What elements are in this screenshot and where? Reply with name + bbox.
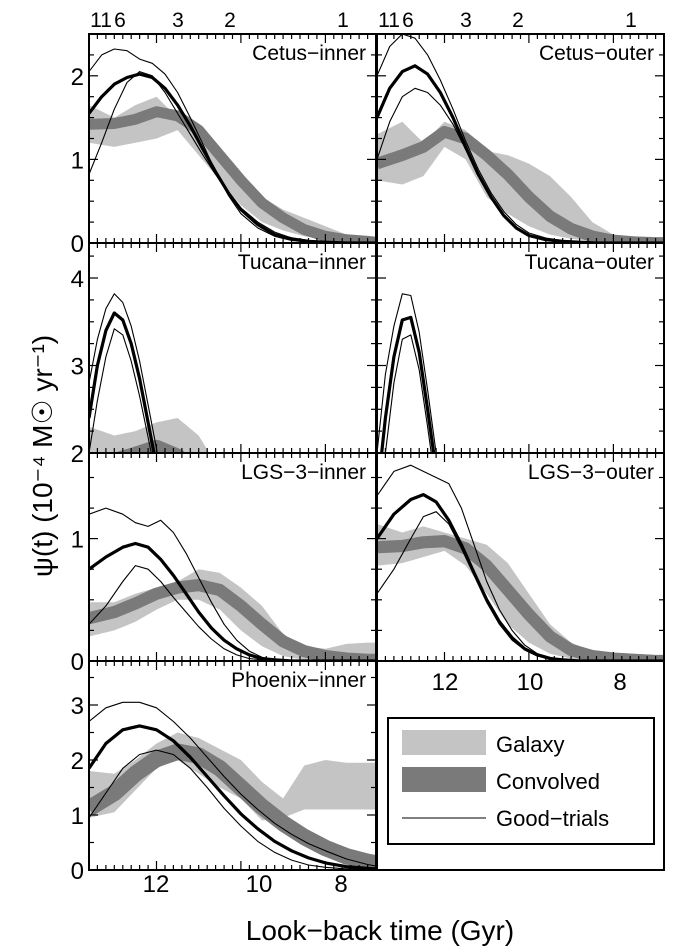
good-trial-upper-line (377, 34, 664, 243)
plot-area (89, 507, 376, 661)
good-trial-lower-line (89, 565, 376, 661)
panel-title: Tucana−inner (238, 251, 366, 274)
bottom-axis-labels: 12 10 8 12 10 8 (143, 669, 627, 898)
y-tick-label: 3 (71, 693, 84, 720)
best-fit-line (89, 72, 376, 243)
x-tick-label: 8 (613, 669, 626, 696)
y-tick-label: 1 (71, 527, 84, 554)
panel-5: LGS−3−outer (376, 452, 665, 662)
good-trial-lower-line (384, 334, 432, 453)
top-tick-label: 6 (114, 9, 126, 32)
panel-4: LGS−3−inner 0 1 (71, 452, 377, 676)
plot-area (377, 464, 664, 661)
plot-area (377, 34, 664, 243)
good-trial-upper-line (377, 293, 437, 453)
panel-title: Phoenix−inner (231, 669, 366, 692)
x-axis-label: Look−back time (Gyr) (246, 915, 514, 946)
top-axis: 11 6 3 2 1 11 6 3 2 1 (90, 9, 637, 32)
y-tick-label: 2 (71, 441, 84, 468)
convolved-band (89, 579, 376, 661)
x-tick-label: 8 (334, 871, 347, 898)
best-fit-line (89, 724, 376, 870)
galaxy-band (377, 524, 664, 661)
panel-0: Cetus−inner 0 1 2 (71, 33, 377, 258)
convolved-band (89, 106, 376, 243)
good-trial-lower-line (377, 511, 664, 661)
panel-frame (88, 452, 377, 662)
top-tick-label: 2 (224, 9, 236, 32)
y-tick-label: 0 (71, 858, 84, 885)
y-tick-label: 0 (71, 649, 84, 676)
legend-label-convolved: Convolved (496, 769, 600, 794)
top-tick-label: 3 (172, 9, 184, 32)
best-fit-line (377, 493, 664, 661)
panel-1: Cetus−outer (376, 33, 665, 244)
top-tick-label: 1 (337, 9, 349, 32)
good-trial-lower-line (89, 749, 376, 870)
y-tick-label: 1 (71, 147, 84, 174)
best-fit-line (89, 311, 156, 453)
y-tick-label: 1 (71, 803, 84, 830)
top-tick-label: 11 (378, 9, 400, 32)
panel-3: Tucana−outer (376, 242, 665, 454)
y-tick-label: 2 (71, 64, 84, 91)
x-tick-label: 10 (517, 669, 544, 696)
good-trial-lower-line (89, 328, 152, 453)
panel-title: Cetus−outer (539, 42, 654, 65)
legend-swatch-convolved (402, 767, 486, 792)
best-fit-line (380, 315, 436, 453)
y-axis-label: ψ(t) (10⁻⁴ M☉ yr⁻¹) (27, 335, 58, 577)
top-tick-label: 1 (625, 9, 637, 32)
panel-title: LGS−3−outer (528, 461, 654, 484)
good-trial-upper-line (89, 701, 376, 867)
panel-axes (376, 243, 665, 454)
best-fit-line (89, 541, 376, 661)
legend-swatch-galaxy (402, 730, 486, 755)
panel-frame (376, 242, 665, 454)
good-trial-lower-line (377, 87, 664, 243)
legend-label-good-trials: Good−trials (496, 806, 609, 831)
panel-title: Cetus−inner (252, 42, 366, 65)
plot-area (377, 293, 437, 453)
y-tick-label: 4 (71, 266, 84, 293)
plot-area (89, 701, 376, 870)
panel-title: LGS−3−inner (241, 461, 366, 484)
legend-label-galaxy: Galaxy (496, 732, 564, 757)
y-tick-label: 0 (71, 231, 84, 258)
top-tick-label: 2 (512, 9, 524, 32)
good-trial-upper-line (89, 507, 376, 661)
good-trial-lower-line (89, 71, 376, 243)
convolved-band (377, 125, 664, 243)
x-tick-label: 12 (143, 871, 170, 898)
good-trial-upper-line (89, 293, 158, 453)
x-tick-label: 12 (432, 669, 459, 696)
plot-area (89, 48, 376, 243)
top-tick-label: 3 (460, 9, 472, 32)
top-tick-label: 11 (90, 9, 112, 32)
panel-axes (88, 453, 377, 662)
top-tick-label: 6 (402, 9, 414, 32)
panel-2: Tucana−inner 2 3 4 (71, 242, 377, 468)
y-tick-label: 2 (71, 748, 84, 775)
x-tick-label: 10 (246, 871, 273, 898)
legend-panel-frame (376, 660, 665, 871)
legend: Galaxy Convolved Good−trials (387, 717, 655, 845)
panels: Cetus−inner012Cetus−outerTucana−inner234… (71, 33, 665, 885)
panel-6: Phoenix−inner 0 1 2 3 (71, 660, 377, 885)
y-tick-label: 3 (71, 354, 84, 381)
panel-title: Tucana−outer (525, 251, 654, 274)
convolved-band (89, 743, 376, 870)
good-trial-upper-line (377, 464, 664, 661)
plot-area (89, 293, 210, 453)
